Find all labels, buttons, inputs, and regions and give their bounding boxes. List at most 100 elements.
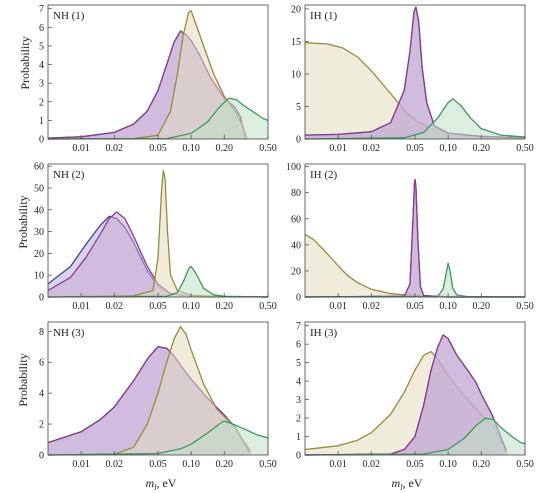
panel-title: IH (3)	[310, 327, 338, 339]
x-tick-label: 0.50	[259, 143, 277, 154]
x-axis-label-right: ml, eV	[392, 476, 423, 492]
y-tick-label: 2	[296, 414, 301, 425]
series-line-4	[304, 262, 526, 298]
series-line-3	[47, 325, 252, 456]
x-tick-label: 0.10	[439, 301, 457, 312]
x-axis-label-unit: , eV	[156, 476, 176, 490]
x-tick-label: 0.05	[406, 459, 424, 470]
y-tick-label: 60	[34, 162, 44, 173]
series-line-4	[47, 265, 269, 298]
y-tick-label: 7	[39, 4, 44, 15]
series-area-1	[305, 42, 525, 140]
panel-3: 0.01 0.02 0.05 0.10 0.20 0.50 0 10 20 30 40 50 60 NH …	[34, 162, 277, 312]
x-tick-label: 0.20	[472, 459, 490, 470]
x-tick-label: 0.01	[72, 301, 90, 312]
y-tick-label: 3	[39, 79, 44, 90]
x-axis-label-sub: l	[400, 483, 403, 492]
y-axis-label-top: Probability	[18, 36, 32, 89]
x-axis-label-var: m	[392, 476, 401, 490]
series-area-2	[48, 212, 268, 297]
y-tick-label: 80	[291, 188, 301, 199]
y-tick-label: 0	[39, 135, 44, 146]
x-tick-label: 0.02	[105, 301, 123, 312]
y-tick-label: 0	[39, 451, 44, 462]
panel-5: 0.01 0.02 0.05 0.10 0.20 0.50 0 2 4 6 8 NH (3)	[39, 321, 277, 470]
x-tick-label: 0.20	[472, 301, 490, 312]
y-tick-label: 6	[296, 340, 301, 351]
y-tick-label: 100	[286, 162, 301, 173]
panel-title: NH (3)	[53, 327, 85, 339]
series-area-4	[305, 98, 525, 139]
x-tick-label: 0.05	[149, 301, 167, 312]
y-tick-label: 6	[39, 23, 44, 34]
x-tick-label: 0.01	[72, 143, 90, 154]
y-tick-label: 7	[296, 321, 301, 332]
series-area-3	[48, 10, 247, 139]
panel-6: 0.01 0.02 0.05 0.10 0.20 0.50 0 1 2 3 4 5 6 7 IH (3)	[296, 321, 534, 470]
x-tick-label: 0.10	[439, 143, 457, 154]
x-tick-label: 0.50	[516, 301, 534, 312]
y-tick-label: 4	[296, 377, 301, 388]
x-tick-label: 0.01	[329, 301, 347, 312]
series-line-3	[304, 178, 525, 298]
series-area-4	[305, 418, 525, 455]
y-tick-label: 2	[39, 97, 44, 108]
x-tick-label: 0.10	[439, 459, 457, 470]
series-line-4	[304, 98, 526, 140]
y-tick-label: 3	[296, 395, 301, 406]
y-tick-label: 20	[291, 266, 301, 277]
x-axis-label-var: m	[146, 476, 155, 490]
series-line-4	[304, 417, 526, 456]
x-tick-label: 0.50	[516, 143, 534, 154]
y-tick-label: 0	[296, 293, 301, 304]
y-tick-label: 30	[34, 227, 44, 238]
y-tick-label: 10	[34, 271, 44, 282]
y-tick-label: 60	[291, 214, 301, 225]
x-tick-label: 0.05	[406, 143, 424, 154]
series-area-3	[305, 179, 525, 297]
panel-title: IH (1)	[310, 10, 338, 22]
x-tick-label: 0.20	[472, 143, 490, 154]
x-tick-label: 0.10	[182, 143, 200, 154]
series-area-1	[305, 234, 525, 297]
y-axis-label-bottom: Probability	[16, 353, 30, 406]
y-tick-label: 5	[39, 41, 44, 52]
y-tick-label: 50	[34, 183, 44, 194]
panel-title: IH (2)	[310, 169, 338, 181]
y-tick-label: 20	[34, 249, 44, 260]
y-tick-label: 0	[296, 451, 301, 462]
panel-title: NH (2)	[53, 169, 85, 181]
panel-title: NH (1)	[53, 10, 85, 22]
y-axis-label-middle: Probability	[16, 195, 30, 248]
y-tick-label: 4	[39, 389, 44, 400]
x-axis-label-left: ml, eV	[146, 476, 177, 492]
series-area-3	[305, 334, 507, 455]
x-tick-label: 0.02	[362, 459, 380, 470]
x-tick-label: 0.01	[72, 459, 90, 470]
y-tick-label: 2	[39, 420, 44, 431]
x-tick-label: 0.10	[182, 301, 200, 312]
series-area-4	[48, 98, 268, 139]
x-tick-label: 0.01	[329, 143, 347, 154]
y-tick-label: 1	[296, 432, 301, 443]
series-line-4	[47, 97, 269, 140]
x-tick-label: 0.02	[362, 301, 380, 312]
x-tick-label: 0.50	[259, 459, 277, 470]
x-tick-label: 0.20	[215, 301, 233, 312]
y-tick-label: 8	[39, 327, 44, 338]
panel-2: 0.01 0.02 0.05 0.10 0.20 0.50 0 5 10 15 20 IH (1)	[291, 4, 534, 154]
y-tick-label: 0	[296, 135, 301, 146]
x-tick-label: 0.05	[149, 459, 167, 470]
series-area-3	[305, 7, 525, 139]
y-tick-label: 10	[291, 69, 301, 80]
panels-layer: 0.01 0.02 0.05 0.10 0.20 0.50 0 1 2 3 4 5 6 7 NH (1) 0.…	[34, 4, 534, 470]
series-area-3	[48, 326, 251, 455]
y-tick-label: 15	[291, 37, 301, 48]
x-tick-label: 0.50	[259, 301, 277, 312]
x-axis-label-unit: , eV	[402, 476, 422, 490]
y-tick-label: 0	[39, 293, 44, 304]
y-tick-label: 1	[39, 116, 44, 127]
y-tick-label: 5	[296, 358, 301, 369]
series-line-3	[304, 334, 508, 456]
